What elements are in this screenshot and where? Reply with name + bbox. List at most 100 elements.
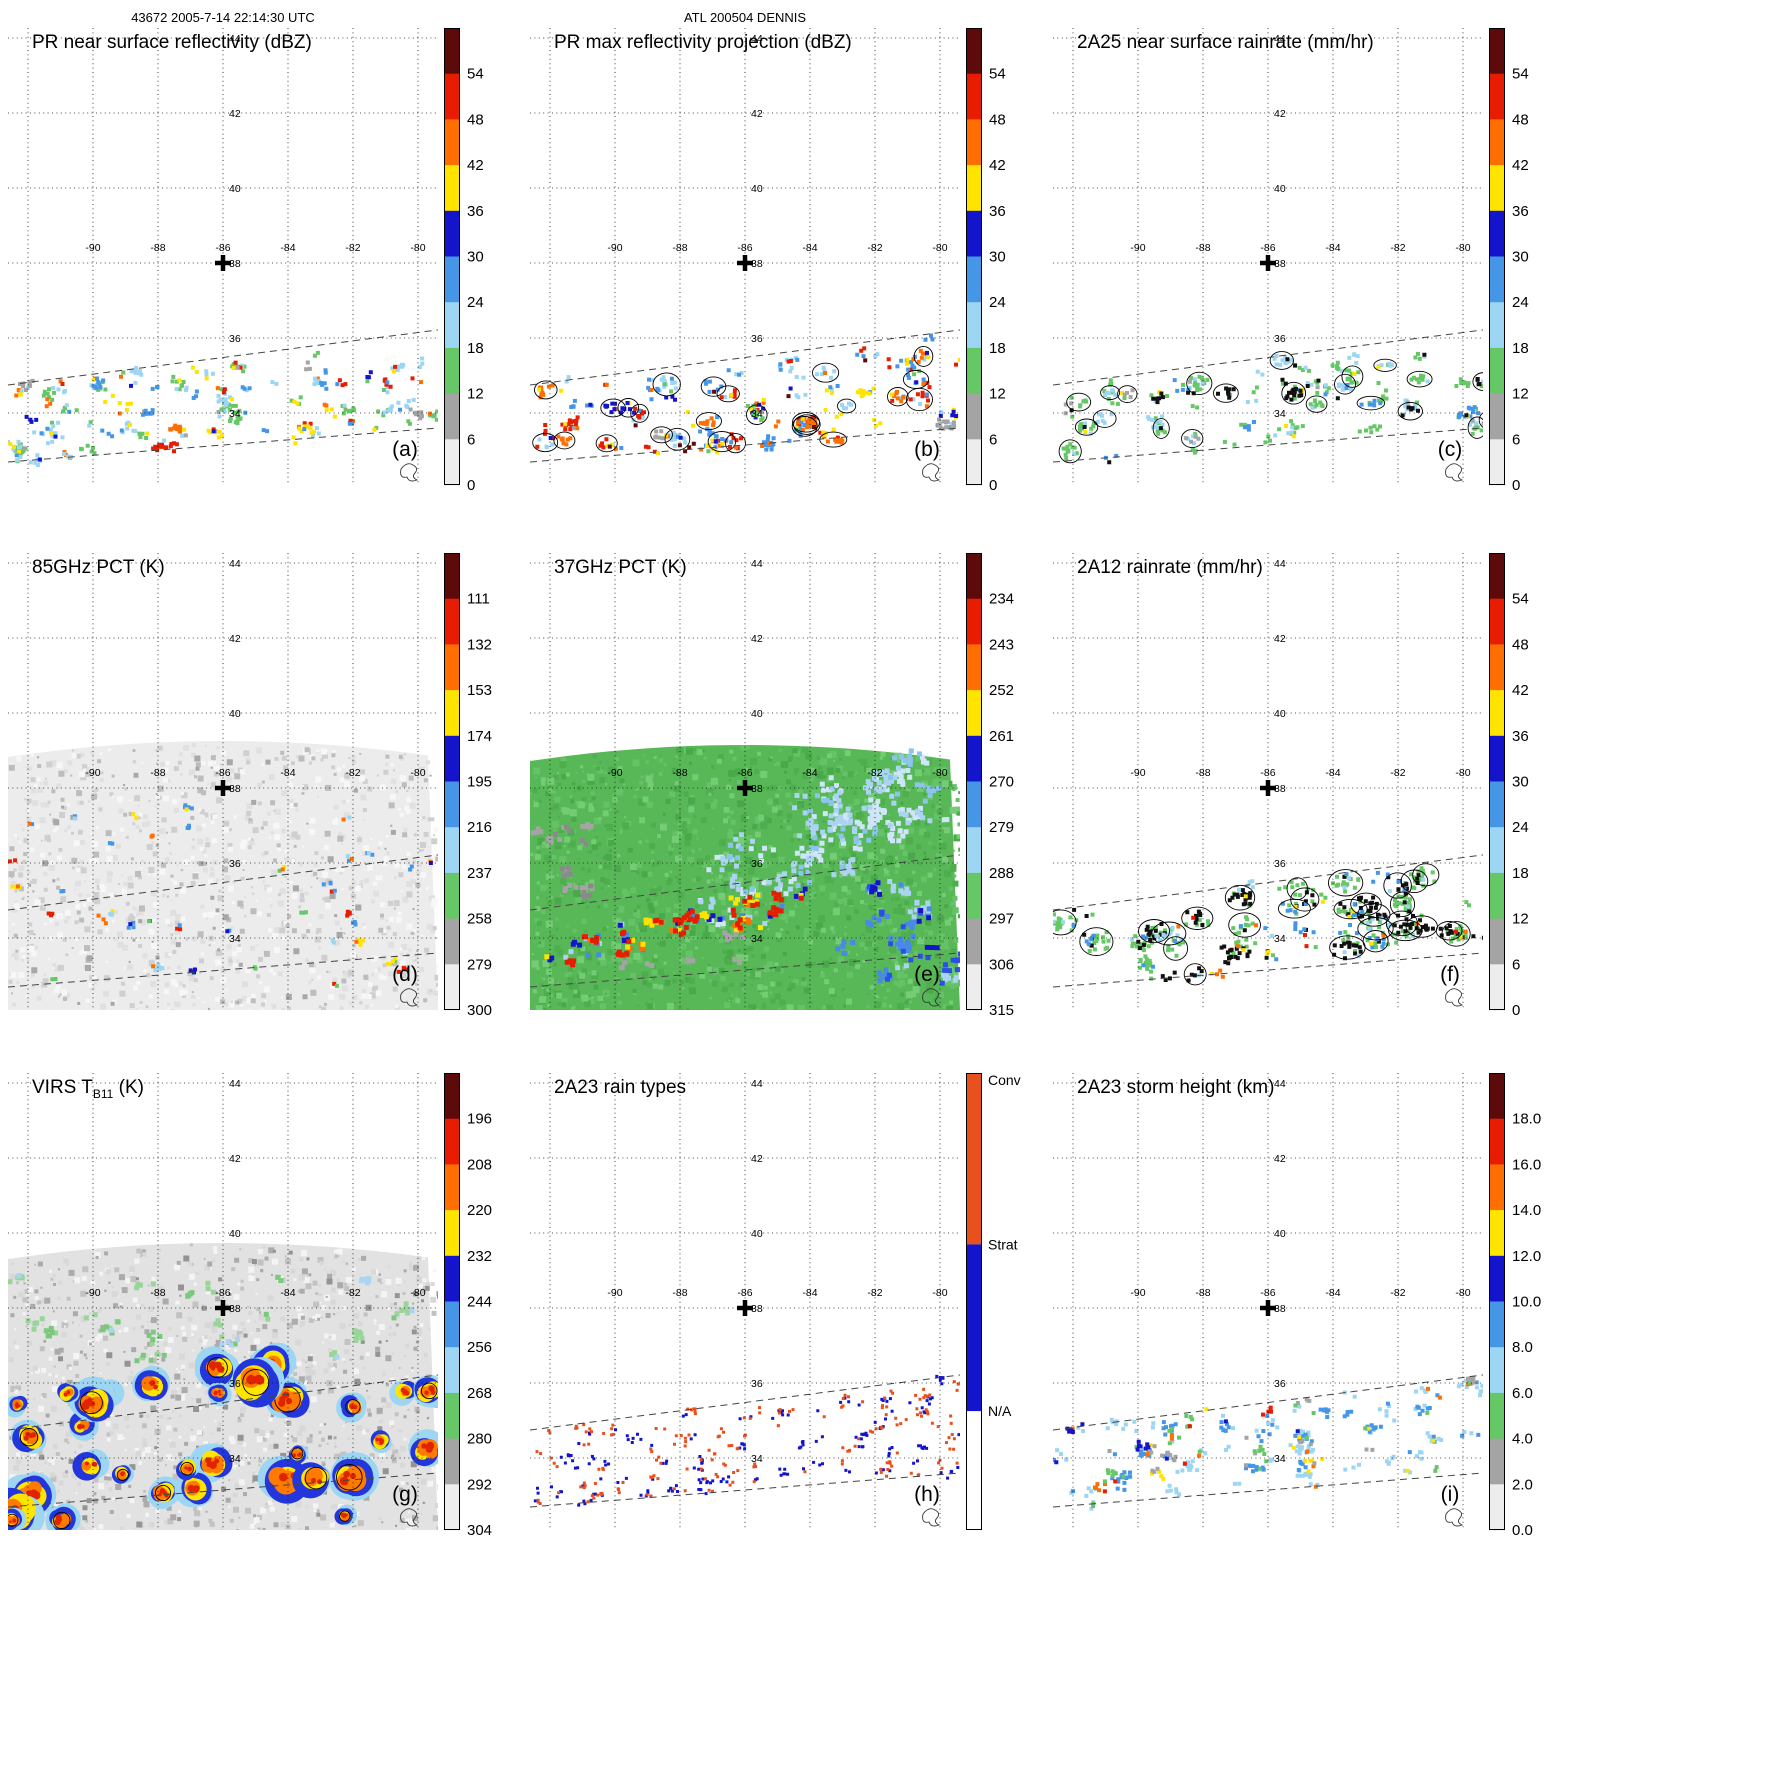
lon-tick-label: -86 xyxy=(1260,767,1275,779)
lon-tick-label: -84 xyxy=(802,767,817,779)
lat-tick-label: 34 xyxy=(229,933,241,945)
colorbar-tick-labels: 54 48 42 36 30 24 18 12 6 0 xyxy=(1512,66,1529,494)
lon-tick-label: -84 xyxy=(1325,1287,1340,1299)
annotations: (e) xyxy=(737,780,941,1007)
colorbar-tick-label: 12 xyxy=(467,386,484,403)
colorbar-i: 18.0 16.0 14.0 12.0 10.0 8.0 6.0 4.0 2.0 0.0 xyxy=(1489,1073,1541,1539)
lat-tick-label: 36 xyxy=(1274,1378,1286,1390)
lon-tick-label: -82 xyxy=(345,767,360,779)
colorbar-tick-label: 18 xyxy=(1512,865,1529,882)
panel-title-f: 2A12 rainrate (mm/hr) xyxy=(1077,557,1263,578)
colorbar-tick-label: 54 xyxy=(989,66,1006,83)
panel-title-d: 85GHz PCT (K) xyxy=(32,557,165,578)
geo-tick-labels: -90 -88 -86 -84 -82 -80 34 36 38 40 42 44 xyxy=(607,33,947,420)
colorbar-tick-label: 0 xyxy=(1512,477,1520,494)
lat-tick-label: 38 xyxy=(229,258,241,270)
swath-edge-lines xyxy=(8,329,438,463)
storm-center-marker xyxy=(737,255,753,271)
colorbar-tick-label: 6 xyxy=(989,431,997,448)
colorbar-tick-label: 237 xyxy=(467,865,492,882)
lon-tick-label: -88 xyxy=(150,767,165,779)
colorbar-tick-labels: 54 48 42 36 30 24 18 12 6 0 xyxy=(467,66,484,494)
lat-tick-label: 34 xyxy=(1274,1453,1286,1465)
lon-tick-label: -84 xyxy=(802,242,817,254)
lon-tick-label: -84 xyxy=(280,1287,295,1299)
contour-layer xyxy=(1058,351,1483,464)
swath-edge-lines xyxy=(530,329,960,463)
colorbar-h: Conv Strat N/A xyxy=(966,1073,1021,1530)
lat-tick-label: 38 xyxy=(229,1303,241,1315)
colorbar-tick-label: 54 xyxy=(1512,66,1529,83)
colorbar-category-label: Conv xyxy=(988,1073,1021,1088)
swath-edge-lines xyxy=(1053,329,1483,463)
lat-tick-label: 40 xyxy=(1274,1228,1286,1240)
colorbar-tick-label: 36 xyxy=(1512,203,1529,220)
storm-header-text: ATL 200504 DENNIS xyxy=(683,10,807,25)
colorbar-segments xyxy=(1489,553,1505,1011)
lon-tick-label: -82 xyxy=(1390,767,1405,779)
panel-a: -90 -88 -86 -84 -82 -80 34 36 38 40 42 44 (a) PR nea… xyxy=(8,28,524,544)
panel-title-b: PR max reflectivity projection (dBZ) xyxy=(554,32,852,53)
lon-tick-label: -90 xyxy=(607,767,622,779)
panel-letter: (h) xyxy=(914,1483,940,1506)
colorbar-a: 54 48 42 36 30 24 18 12 6 0 xyxy=(444,28,484,494)
colorbar-e: 234 243 252 261 270 279 288 297 306 315 xyxy=(966,553,1014,1019)
coastline-squiggle xyxy=(922,463,941,482)
lat-tick-label: 36 xyxy=(1274,333,1286,345)
lat-tick-label: 42 xyxy=(751,108,763,120)
colorbar-tick-label: 42 xyxy=(467,157,484,174)
lat-tick-label: 36 xyxy=(1274,858,1286,870)
colorbar-tick-label: 111 xyxy=(467,591,490,608)
colorbar-b: 54 48 42 36 30 24 18 12 6 0 xyxy=(966,28,1006,494)
lon-tick-label: -86 xyxy=(215,1287,230,1299)
colorbar-c: 54 48 42 36 30 24 18 12 6 0 xyxy=(1489,28,1529,494)
map-a: -90 -88 -86 -84 -82 -80 34 36 38 40 42 44 (a) xyxy=(8,28,438,485)
geo-tick-labels: -90 -88 -86 -84 -82 -80 34 36 38 40 42 44 xyxy=(1130,1078,1470,1465)
coastline-squiggle xyxy=(1445,1508,1464,1527)
colorbar-tick-labels: 18.0 16.0 14.0 12.0 10.0 8.0 6.0 4.0 2.0 0.0 xyxy=(1512,1111,1541,1539)
storm-center-marker xyxy=(215,1300,231,1316)
map-b: -90 -88 -86 -84 -82 -80 34 36 38 40 42 44 (b) xyxy=(530,28,960,485)
map-h: -90 -88 -86 -84 -82 -80 34 36 38 40 42 44 (h) xyxy=(530,1073,960,1530)
colorbar-tick-label: 18.0 xyxy=(1512,1111,1541,1128)
lon-tick-label: -80 xyxy=(932,242,947,254)
swath-edge-lines xyxy=(1053,1374,1483,1508)
annotations: (f) xyxy=(1260,780,1464,1007)
lon-tick-label: -82 xyxy=(345,242,360,254)
panel-h: -90 -88 -86 -84 -82 -80 34 36 38 40 42 44 (h) 2A23 r… xyxy=(530,1073,1046,1589)
panel-letter: (g) xyxy=(392,1483,418,1506)
coastline-squiggle xyxy=(922,1508,941,1527)
map-d: -90 -88 -86 -84 -82 -80 34 36 38 40 42 44 (d) xyxy=(8,553,438,1010)
lat-tick-label: 42 xyxy=(751,633,763,645)
panel-letter: (e) xyxy=(914,963,940,986)
orbit-header: 43672 2005-7-14 22:14:30 UTC xyxy=(8,10,438,25)
colorbar-tick-label: 0 xyxy=(989,477,997,494)
storm-header: ATL 200504 DENNIS xyxy=(530,10,960,25)
lon-tick-label: -84 xyxy=(1325,242,1340,254)
lon-tick-label: -82 xyxy=(1390,1287,1405,1299)
contour-layer xyxy=(532,345,934,454)
lat-tick-label: 40 xyxy=(751,708,763,720)
colorbar-category-label: Strat xyxy=(988,1236,1018,1252)
coastline-squiggle xyxy=(922,988,941,1007)
lon-tick-label: -88 xyxy=(150,1287,165,1299)
colorbar-tick-label: 195 xyxy=(467,774,492,791)
colorbar-tick-label: 297 xyxy=(989,911,1014,928)
colorbar-segments xyxy=(966,553,982,1011)
lon-tick-label: -82 xyxy=(345,1287,360,1299)
lat-tick-label: 38 xyxy=(1274,1303,1286,1315)
lat-tick-label: 42 xyxy=(229,1153,241,1165)
map-e: -90 -88 -86 -84 -82 -80 34 36 38 40 42 44 (e) xyxy=(530,553,960,1010)
colorbar-segments xyxy=(966,1073,982,1530)
colorbar-tick-label: 24 xyxy=(1512,819,1529,836)
colorbar-tick-label: 30 xyxy=(1512,774,1529,791)
lon-tick-label: -88 xyxy=(1195,767,1210,779)
colorbar-tick-label: 174 xyxy=(467,728,492,745)
lat-tick-label: 40 xyxy=(1274,708,1286,720)
lat-tick-label: 40 xyxy=(751,1228,763,1240)
panel-title-g: VIRS TB11 (K) xyxy=(32,1077,144,1101)
colorbar-tick-label: 153 xyxy=(467,682,492,699)
swath-edge-lines xyxy=(1053,854,1483,988)
colorbar-segments xyxy=(444,553,460,1011)
panel-i: -90 -88 -86 -84 -82 -80 34 36 38 40 42 44 (i) 2A23 s… xyxy=(1053,1073,1569,1589)
